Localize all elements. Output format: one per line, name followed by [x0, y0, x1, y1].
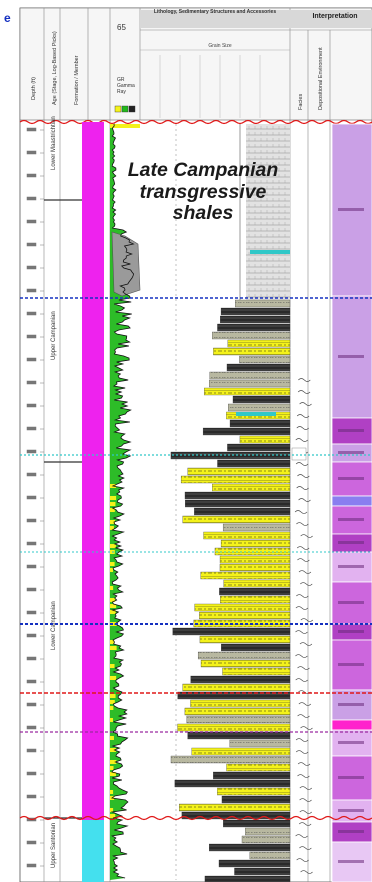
svg-text:Lower Maastrichtian: Lower Maastrichtian: [51, 116, 57, 170]
hdr-facies: Facies: [298, 94, 304, 110]
callout-line-2: transgressive: [139, 180, 267, 203]
formation-magenta: [82, 122, 104, 820]
hdr-depth: Depth (ft): [31, 77, 37, 100]
hdr-formation: Formation / Member: [74, 55, 80, 105]
hdr-env: Depositional Environment: [318, 47, 324, 110]
callout-label: Late Campanian transgressive shales: [108, 159, 298, 225]
callout-line-1: Late Campanian: [127, 159, 279, 181]
svg-text:e: e: [4, 11, 11, 25]
lithology-column: [170, 124, 291, 882]
hdr-age: Age (Stage, Log-Based Picks): [52, 31, 58, 105]
header-interpretation: Interpretation: [312, 13, 358, 20]
header-column-number: 65: [117, 23, 126, 32]
callout-line-3: shales: [172, 202, 234, 224]
header-grain-size: Grain Size: [208, 43, 232, 49]
environment-column: [331, 123, 372, 882]
formation-cyan: [82, 820, 104, 882]
gr-curve: [110, 123, 177, 880]
svg-text:Upper Campanian: Upper Campanian: [51, 311, 57, 360]
facies-column: [291, 378, 314, 874]
header-lithology: Lithology, Sedimentary Structures and Ac…: [153, 9, 277, 15]
header-gr-label: GR Gamma Ray: [117, 77, 135, 95]
svg-text:Lower Campanian: Lower Campanian: [51, 601, 57, 650]
svg-text:Upper Santonian: Upper Santonian: [51, 823, 57, 868]
